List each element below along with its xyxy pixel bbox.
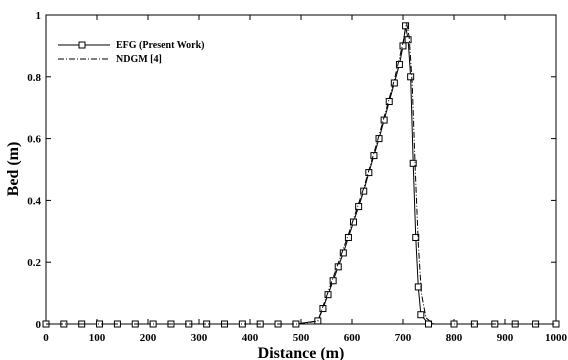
x-tick-label: 700 [395, 332, 412, 344]
efg-point-marker [412, 233, 420, 241]
efg-point-marker [390, 79, 398, 87]
y-tick-label: 0 [36, 319, 42, 331]
x-tick-label: 100 [89, 332, 106, 344]
series-layer [42, 22, 560, 328]
y-axis-label: Bed (m) [5, 142, 22, 197]
efg-point-marker [417, 311, 425, 319]
y-tick-label: 0.2 [27, 257, 41, 269]
x-tick-label: 600 [344, 332, 361, 344]
efg-point-marker [407, 73, 415, 81]
y-tick-label: 0.4 [27, 195, 41, 207]
x-tick-label: 0 [43, 332, 49, 344]
efg-point-marker [552, 320, 560, 328]
efg-point-marker [395, 60, 403, 68]
x-tick-label: 200 [140, 332, 157, 344]
series-line-ndgm [46, 22, 556, 325]
y-axis-ticks: 0 0.2 0.4 0.6 0.8 1 [27, 10, 556, 331]
efg-point-marker [425, 320, 432, 328]
x-tick-label: 300 [191, 332, 208, 344]
x-tick-label: 900 [497, 332, 514, 344]
efg-point-marker [324, 291, 332, 299]
x-axis-ticks: 0 100 200 300 400 500 600 700 800 900 1000 [43, 15, 568, 344]
efg-point-marker [404, 36, 412, 44]
x-tick-label: 400 [242, 332, 259, 344]
legend-label-efg: EFG (Present Work) [116, 40, 205, 51]
efg-point-marker [329, 277, 337, 285]
x-tick-label: 500 [293, 332, 310, 344]
efg-point-marker [339, 249, 347, 257]
legend-label-ndgm: NDGM [4] [116, 54, 162, 65]
efg-point-marker [350, 218, 358, 226]
efg-point-marker [385, 98, 393, 106]
efg-point-marker [414, 283, 422, 291]
legend-marker-efg [78, 41, 86, 49]
y-tick-label: 1 [36, 10, 42, 22]
efg-point-marker [370, 152, 378, 160]
x-axis-label: Distance (m) [258, 345, 345, 360]
legend: EFG (Present Work) NDGM [4] [58, 40, 205, 65]
x-tick-label: 800 [446, 332, 463, 344]
y-tick-label: 0.6 [27, 134, 41, 146]
efg-point-marker [344, 233, 352, 241]
x-tick-label: 1000 [545, 332, 568, 344]
plot-area [45, 14, 557, 325]
efg-point-marker [409, 159, 417, 167]
y-tick-label: 0.8 [27, 72, 41, 84]
